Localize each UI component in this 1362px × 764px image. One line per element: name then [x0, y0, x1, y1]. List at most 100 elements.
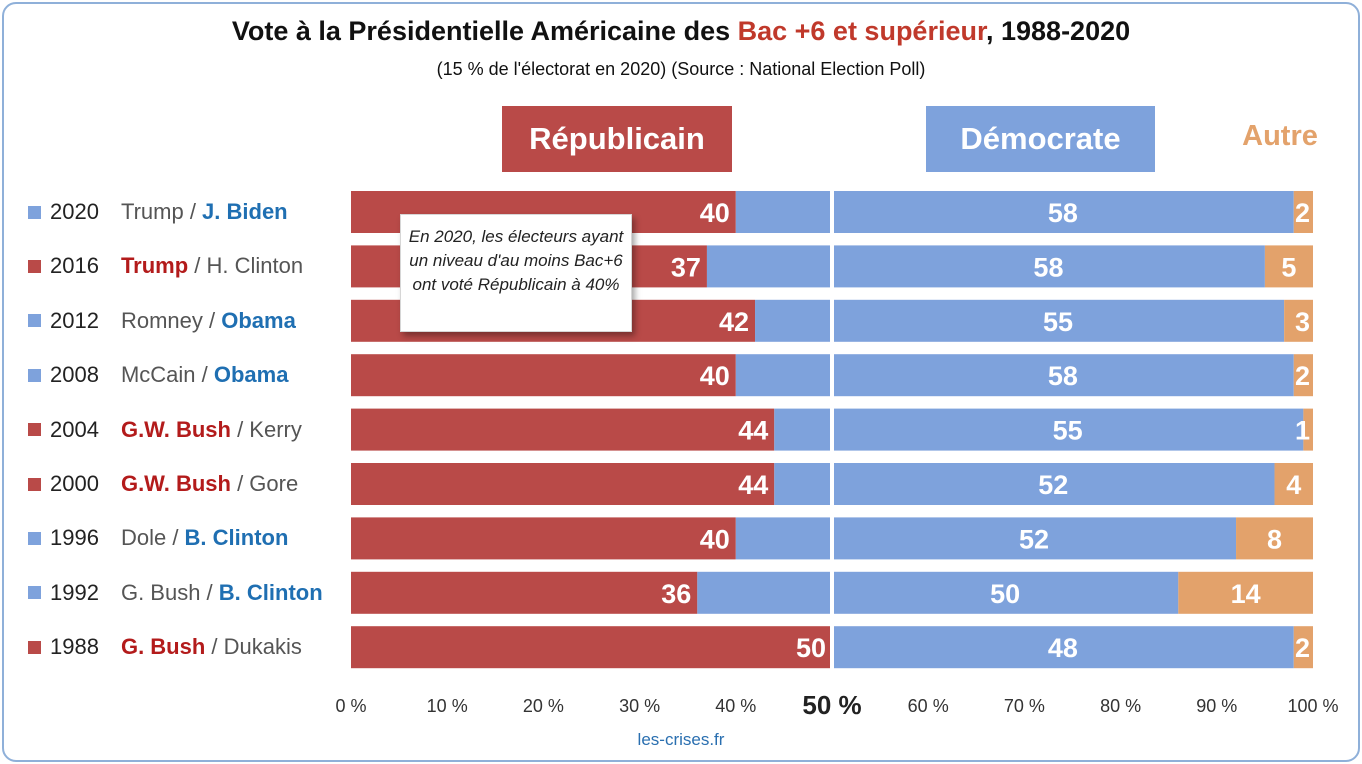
bar-democrat: [774, 463, 1275, 505]
separator: /: [230, 416, 250, 442]
year-label: 2012: [50, 307, 99, 333]
title-text: Vote à la Présidentielle Américaine des: [231, 16, 738, 46]
year-label: 1992: [50, 579, 99, 605]
winner-marker: [28, 314, 41, 328]
democrat-candidate: Obama: [213, 362, 289, 388]
republican-candidate: Dole: [120, 525, 167, 551]
separator: /: [188, 253, 207, 279]
row-label-2004: 2004 G.W. Bush / Kerry: [28, 415, 302, 445]
year-label: 2020: [50, 199, 99, 224]
data-label-other: 2: [1295, 198, 1310, 228]
row-label-1988: 1988 G. Bush / Dukakis: [28, 632, 302, 662]
republican-candidate: G. Bush: [120, 579, 201, 605]
bar-other: [1178, 571, 1313, 614]
year-label: 1988: [50, 634, 99, 660]
callout-note: En 2020, les électeurs ayant un niveau d…: [400, 214, 632, 332]
row-label-2016: 2016 Trump / H. Clinton: [28, 251, 303, 281]
year-label: 2004: [50, 416, 99, 442]
bar-democrat: [735, 191, 1294, 233]
bar-republican: [351, 571, 698, 614]
bar-other: [1284, 299, 1313, 342]
row-label-2000: 2000 G.W. Bush / Gore: [28, 469, 298, 499]
bar-other: [1274, 463, 1313, 505]
republican-header: Républicain: [502, 106, 732, 172]
bar-democrat: [735, 517, 1237, 560]
row-label-2020: 2020 Trump / J. Biden: [28, 197, 288, 227]
data-label-other: 4: [1286, 470, 1301, 500]
data-label-democrat: 52: [1038, 470, 1068, 500]
republican-candidate: Romney: [120, 307, 203, 333]
separator: /: [202, 307, 222, 333]
data-label-democrat: 55: [1043, 307, 1073, 337]
x-tick-label: 0 %: [335, 696, 366, 716]
x-tick-label: 40 %: [715, 696, 756, 716]
bar-republican: [351, 517, 736, 560]
data-label-other: 8: [1267, 524, 1282, 554]
data-label-republican: 44: [738, 416, 768, 446]
data-label-republican: 40: [700, 361, 730, 391]
data-label-democrat: 58: [1048, 361, 1078, 391]
democrat-header: Démocrate: [926, 106, 1155, 172]
republican-candidate: G. Bush: [120, 634, 206, 660]
democrat-candidate: H. Clinton: [206, 253, 304, 279]
bar-republican: [351, 626, 832, 669]
bar-other: [1264, 245, 1313, 288]
democrat-candidate: Gore: [249, 471, 299, 496]
republican-candidate: Trump: [120, 199, 184, 224]
separator: /: [195, 362, 214, 388]
chart-subtitle: (15 % de l'électorat en 2020) (Source : …: [436, 59, 926, 79]
separator: /: [205, 634, 224, 660]
winner-marker: [28, 586, 41, 600]
data-label-democrat: 50: [990, 579, 1020, 609]
winner-marker: [28, 205, 41, 219]
democrat-candidate: J. Biden: [202, 199, 288, 224]
x-tick-label: 90 %: [1196, 696, 1237, 716]
x-tick-label: 100 %: [1287, 696, 1338, 716]
year-label: 2008: [50, 362, 99, 388]
bar-republican: [351, 408, 775, 451]
data-label-other: 14: [1231, 579, 1261, 609]
data-label-democrat: 52: [1019, 524, 1049, 554]
democrat-candidate: Dukakis: [223, 634, 302, 660]
x-tick-label: 70 %: [1004, 696, 1045, 716]
data-label-republican: 40: [700, 198, 730, 228]
republican-candidate: G.W. Bush: [120, 471, 231, 496]
year-label: 2000: [50, 471, 99, 496]
row-label-2012: 2012 Romney / Obama: [28, 306, 296, 336]
midline-gap: [830, 189, 834, 671]
data-label-democrat: 58: [1048, 198, 1078, 228]
data-label-other: 3: [1295, 307, 1310, 337]
republican-candidate: G.W. Bush: [120, 416, 231, 442]
democrat-candidate: B. Clinton: [218, 579, 323, 605]
row-label-2008: 2008 McCain / Obama: [28, 360, 288, 390]
winner-marker: [28, 423, 41, 437]
year-label: 1996: [50, 525, 99, 551]
x-tick-label-midline: 50 %: [802, 690, 861, 720]
data-label-democrat: 48: [1048, 633, 1078, 663]
row-label-1992: 1992 G. Bush / B. Clinton: [28, 578, 323, 608]
separator: /: [183, 199, 203, 224]
source-credit: les-crises.fr: [637, 730, 725, 749]
x-tick-label: 20 %: [523, 696, 564, 716]
x-tick-label: 80 %: [1100, 696, 1141, 716]
separator: /: [166, 525, 185, 551]
row-label-1996: 1996 Dole / B. Clinton: [28, 523, 288, 553]
winner-marker: [28, 259, 41, 273]
data-label-republican: 50: [796, 633, 826, 663]
year-label: 2016: [50, 253, 99, 279]
bar-democrat: [774, 408, 1304, 451]
winner-marker: [28, 640, 41, 654]
bar-democrat: [832, 626, 1294, 669]
bar-other: [1303, 408, 1313, 451]
bar-republican: [351, 463, 775, 505]
other-header: Autre: [1242, 120, 1318, 152]
bar-democrat: [706, 245, 1265, 288]
bar-democrat: [697, 571, 1179, 614]
data-label-republican: 42: [719, 307, 749, 337]
data-label-republican: 44: [738, 470, 768, 500]
bar-other: [1293, 191, 1313, 233]
data-label-democrat: 58: [1033, 252, 1063, 282]
data-label-democrat: 55: [1053, 416, 1083, 446]
bar-other: [1236, 517, 1313, 560]
